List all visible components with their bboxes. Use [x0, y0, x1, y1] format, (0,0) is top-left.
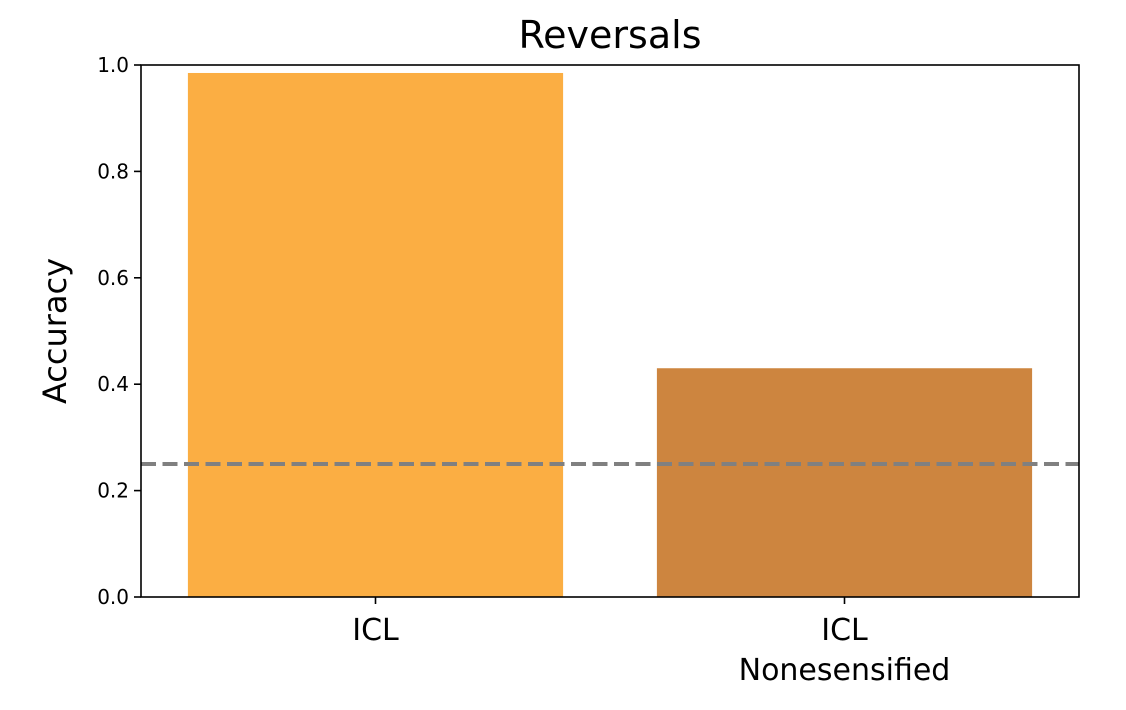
bar-1 — [187, 72, 564, 598]
y-tick-label: 1.0 — [97, 53, 129, 77]
bars-group — [187, 72, 1033, 598]
y-tick-label: 0.2 — [97, 479, 129, 503]
y-axis-label: Accuracy — [36, 258, 74, 404]
x-tick-label-1: ICL — [352, 613, 399, 648]
x-tick-label-line: ICL — [821, 613, 868, 648]
x-axis-ticks: ICL ICL Nonesensified — [352, 597, 950, 688]
x-tick-label-2: ICL Nonesensified — [739, 613, 951, 688]
plot-frame — [140, 64, 1080, 598]
chart-title: Reversals — [518, 13, 701, 57]
y-axis-ticks: 0.0 0.2 0.4 0.6 0.8 1.0 — [97, 53, 141, 609]
y-tick-label: 0.4 — [97, 372, 129, 396]
bar-2 — [656, 368, 1033, 597]
x-tick-label-line: ICL — [352, 613, 399, 648]
y-tick-label: 0.6 — [97, 266, 129, 290]
x-tick-label-line: Nonesensified — [739, 653, 951, 688]
y-tick-label: 0.0 — [97, 585, 129, 609]
y-tick-label: 0.8 — [97, 159, 129, 183]
